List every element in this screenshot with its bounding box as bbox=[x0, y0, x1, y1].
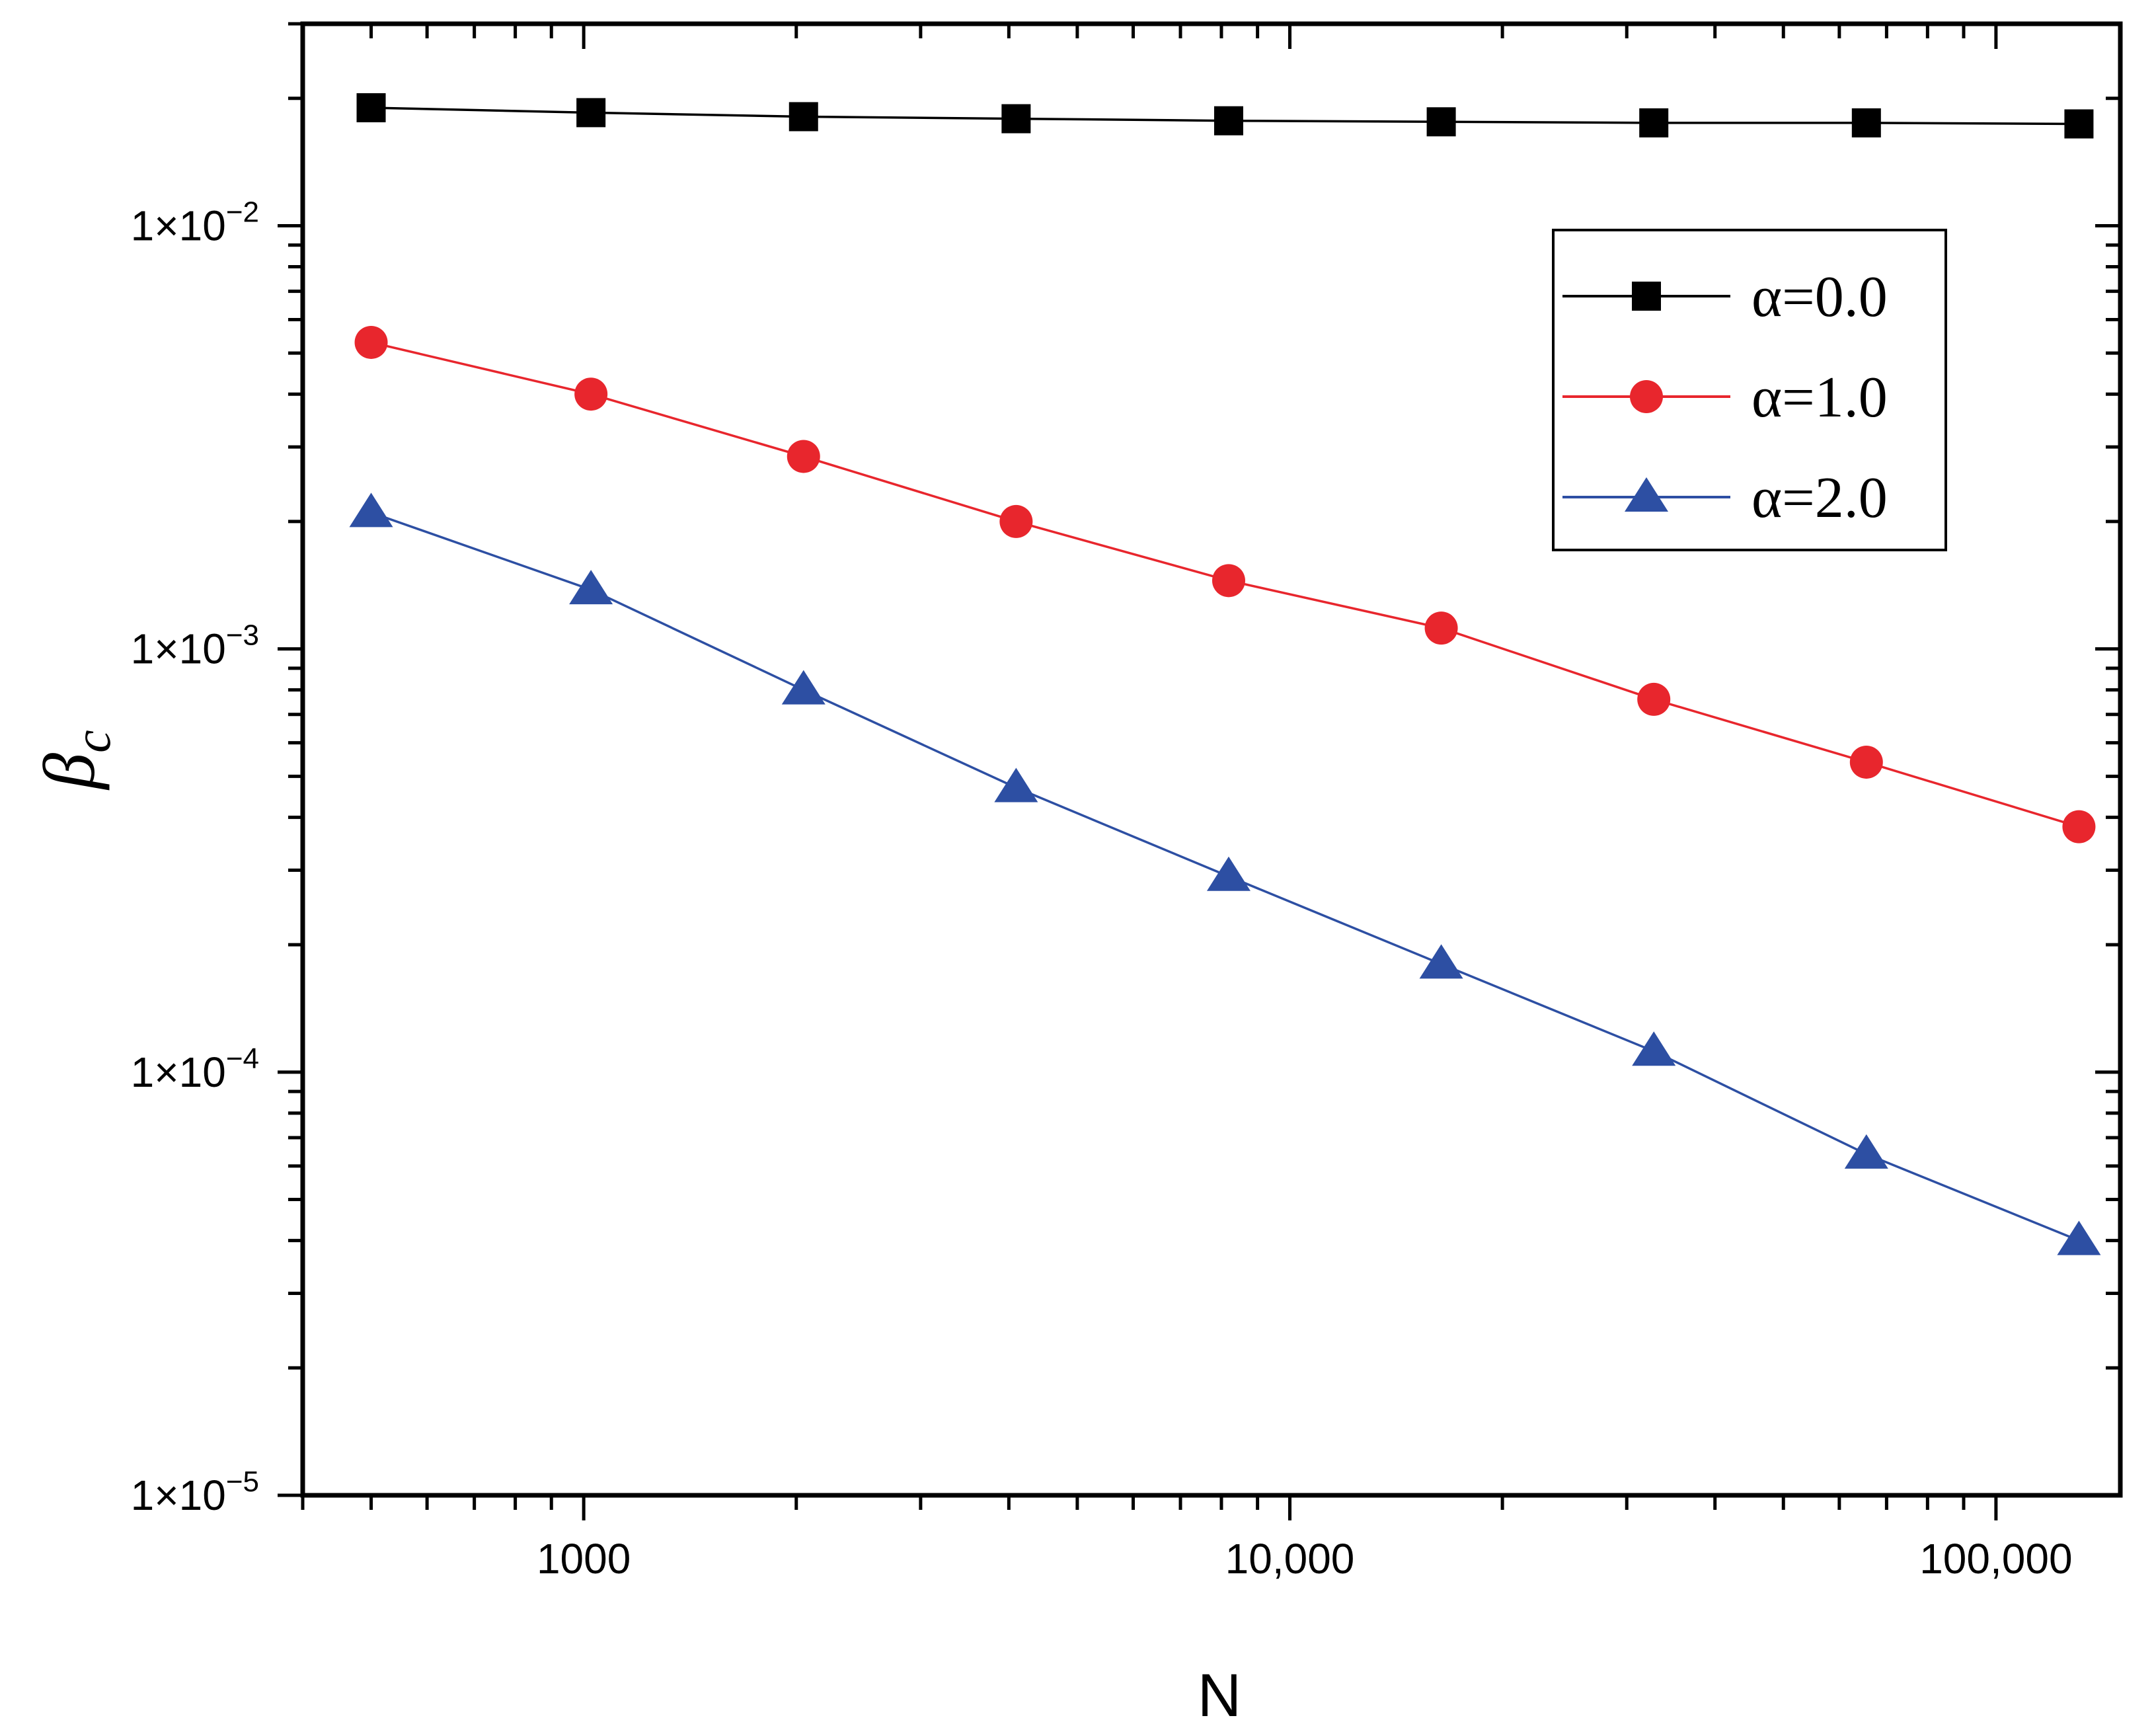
data-point-series-2 bbox=[994, 767, 1038, 803]
data-point-series-1 bbox=[787, 440, 820, 473]
y-tick-label: 1×10−3 bbox=[131, 619, 259, 673]
data-point-series-2 bbox=[1419, 944, 1463, 979]
data-point-series-0 bbox=[2064, 109, 2094, 139]
axis-ticks bbox=[278, 22, 2120, 1520]
y-axis-title: βc bbox=[29, 730, 121, 790]
data-point-series-0 bbox=[1851, 108, 1881, 137]
data-point-series-1 bbox=[2062, 810, 2096, 843]
plot-frame bbox=[300, 21, 2123, 1498]
x-tick-label: 1000 bbox=[537, 1535, 631, 1583]
data-point-series-0 bbox=[576, 98, 606, 128]
legend-label-0: α=0.0 bbox=[1752, 265, 1888, 329]
y-tick-label: 1×10−4 bbox=[131, 1042, 259, 1096]
data-point-series-0 bbox=[1426, 107, 1456, 137]
svg-text:βc: βc bbox=[29, 730, 121, 790]
tick-labels: 1000 10,000 100,000 1×10−2 1×10−3 1×10−4 1×10−… bbox=[131, 196, 2073, 1583]
data-point-series-1 bbox=[1212, 564, 1245, 598]
legend-marker-1 bbox=[1630, 380, 1663, 413]
data-point-series-2 bbox=[1844, 1134, 1888, 1169]
legend-label-1: α=1.0 bbox=[1752, 366, 1888, 430]
data-point-series-0 bbox=[1639, 108, 1669, 137]
y-axis-title-symbol: β bbox=[29, 753, 110, 791]
data-point-series-0 bbox=[1001, 104, 1031, 134]
data-point-series-1 bbox=[574, 377, 608, 411]
x-tick-label: 100,000 bbox=[1919, 1535, 2072, 1583]
y-axis-title-subscript: c bbox=[63, 730, 121, 753]
data-point-series-1 bbox=[1424, 611, 1458, 645]
data-point-series-1 bbox=[354, 325, 388, 359]
data-point-series-0 bbox=[356, 93, 386, 122]
x-axis-title: N bbox=[1198, 1662, 1241, 1726]
data-point-series-0 bbox=[1213, 106, 1243, 136]
data-point-series-2 bbox=[1632, 1031, 1676, 1066]
legend-marker-2 bbox=[1625, 477, 1668, 512]
data-point-series-1 bbox=[1637, 682, 1671, 716]
data-point-series-2 bbox=[1206, 856, 1251, 891]
data-point-series-1 bbox=[999, 504, 1033, 538]
data-point-series-0 bbox=[789, 102, 818, 132]
data-point-series-1 bbox=[1849, 745, 1883, 779]
y-tick-label: 1×10−5 bbox=[131, 1466, 259, 1519]
series-markers bbox=[349, 93, 2101, 1255]
data-point-series-2 bbox=[569, 570, 613, 605]
y-tick-label: 1×10−2 bbox=[131, 196, 259, 249]
data-point-series-2 bbox=[781, 670, 826, 705]
data-point-series-2 bbox=[349, 492, 393, 528]
legend-marker-0 bbox=[1632, 282, 1661, 311]
legend: α=0.0 α=1.0 α=2.0 bbox=[1552, 229, 1947, 551]
data-point-series-2 bbox=[2057, 1220, 2101, 1255]
x-tick-label: 10,000 bbox=[1225, 1535, 1355, 1583]
legend-label-2: α=2.0 bbox=[1752, 466, 1888, 530]
